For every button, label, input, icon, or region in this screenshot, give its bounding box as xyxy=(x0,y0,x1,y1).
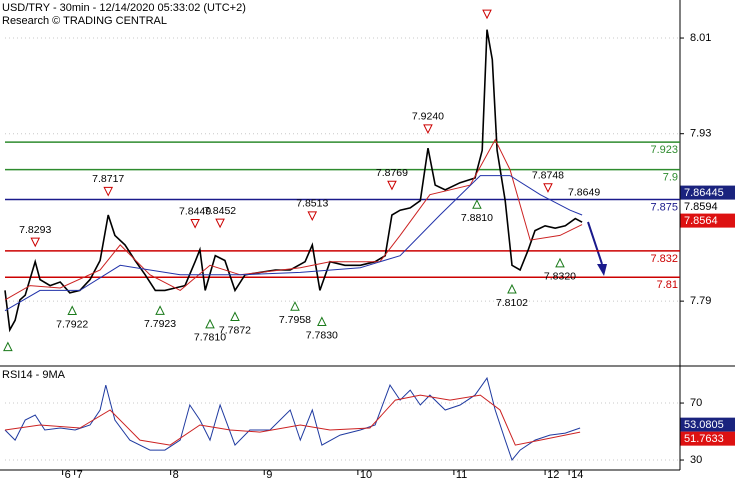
low-marker xyxy=(205,318,215,329)
annotation-label: 7.8769 xyxy=(376,167,408,179)
level-label: 7.81 xyxy=(657,279,678,291)
low-marker xyxy=(555,257,565,268)
x-tick-label: 12 xyxy=(547,469,559,480)
value-box xyxy=(680,185,735,200)
value-box xyxy=(680,213,735,228)
value-box xyxy=(681,200,735,214)
level-label: 7.875 xyxy=(650,201,678,213)
y-tick-label: 7.93 xyxy=(690,128,711,140)
high-marker xyxy=(215,218,225,229)
low-marker xyxy=(230,311,240,321)
value-box xyxy=(680,431,735,446)
trend-arrow xyxy=(587,221,607,276)
chart-title: USD/TRY - 30min - 12/14/2020 05:33:02 (U… xyxy=(2,2,246,14)
x-tick-label: 11 xyxy=(456,469,467,480)
high-marker xyxy=(30,237,41,248)
level-label: 7.9 xyxy=(663,171,678,183)
x-tick-label: 14 xyxy=(571,469,583,480)
series-line xyxy=(4,394,581,446)
y-tick-label: 70 xyxy=(690,397,702,409)
annotation-label: 7.7922 xyxy=(56,318,88,330)
x-tick-label: 6 xyxy=(65,469,71,480)
annotation-label: 7.7810 xyxy=(194,332,226,344)
annotation-label: 7.8449 xyxy=(179,205,211,217)
annotation-label: 7.8452 xyxy=(204,205,236,217)
high-marker xyxy=(387,180,397,191)
annotation-label: 7.9240 xyxy=(412,111,444,123)
x-tick-label: 9 xyxy=(266,469,272,480)
low-marker xyxy=(507,283,517,294)
chart-subtitle: Research © TRADING CENTRAL xyxy=(2,15,167,27)
high-marker xyxy=(543,183,553,193)
arrow-line xyxy=(587,221,603,265)
series-line xyxy=(4,138,583,301)
high-marker xyxy=(423,124,433,134)
x-tick-label: 10 xyxy=(360,469,372,480)
panel-title: RSI14 - 9MA xyxy=(2,369,66,381)
level-label: 7.923 xyxy=(650,144,678,156)
series-line xyxy=(4,29,583,333)
y-tick-label: 8.01 xyxy=(690,32,711,44)
annotation-label: 7.8320 xyxy=(544,271,576,283)
value-box-label: 7.86445 xyxy=(684,187,724,199)
annotation-label: 7.8748 xyxy=(532,170,564,182)
low-marker xyxy=(155,305,165,315)
annotation-label: 7.7872 xyxy=(219,324,251,336)
annotation-label: 7.8717 xyxy=(92,173,124,185)
x-tick-label: 7 xyxy=(77,469,83,480)
annotation-label: 7.8810 xyxy=(461,212,493,224)
series-line xyxy=(4,376,581,462)
annotation-label: 7.7923 xyxy=(144,318,176,330)
low-marker xyxy=(472,199,482,209)
annotation-label: 7.7830 xyxy=(306,329,338,341)
value-box xyxy=(680,417,735,432)
low-marker xyxy=(317,316,327,327)
annotation-label: 7.8513 xyxy=(296,198,328,210)
annotation-label: 7.8649 xyxy=(568,186,600,198)
value-box-label: 53.0805 xyxy=(684,419,724,431)
low-marker xyxy=(290,301,300,311)
arrow-head xyxy=(597,264,607,276)
series-line xyxy=(4,175,583,312)
value-box-label: 7.8564 xyxy=(684,215,718,227)
y-tick-label: 7.79 xyxy=(690,295,711,307)
annotation-label: 7.7958 xyxy=(279,314,311,326)
value-box-label: 51.7633 xyxy=(684,433,724,445)
high-marker xyxy=(103,186,114,197)
level-label: 7.832 xyxy=(650,253,678,265)
value-box-label: 7.8594 xyxy=(684,201,718,213)
high-marker xyxy=(307,211,318,221)
high-marker xyxy=(482,9,492,20)
x-tick-label: 8 xyxy=(173,469,179,480)
low-marker xyxy=(3,341,13,352)
annotation-label: 7.8293 xyxy=(19,224,51,236)
y-tick-label: 30 xyxy=(690,454,702,466)
annotation-label: 7.8102 xyxy=(496,297,528,309)
high-marker xyxy=(190,218,200,229)
low-marker xyxy=(67,305,78,316)
